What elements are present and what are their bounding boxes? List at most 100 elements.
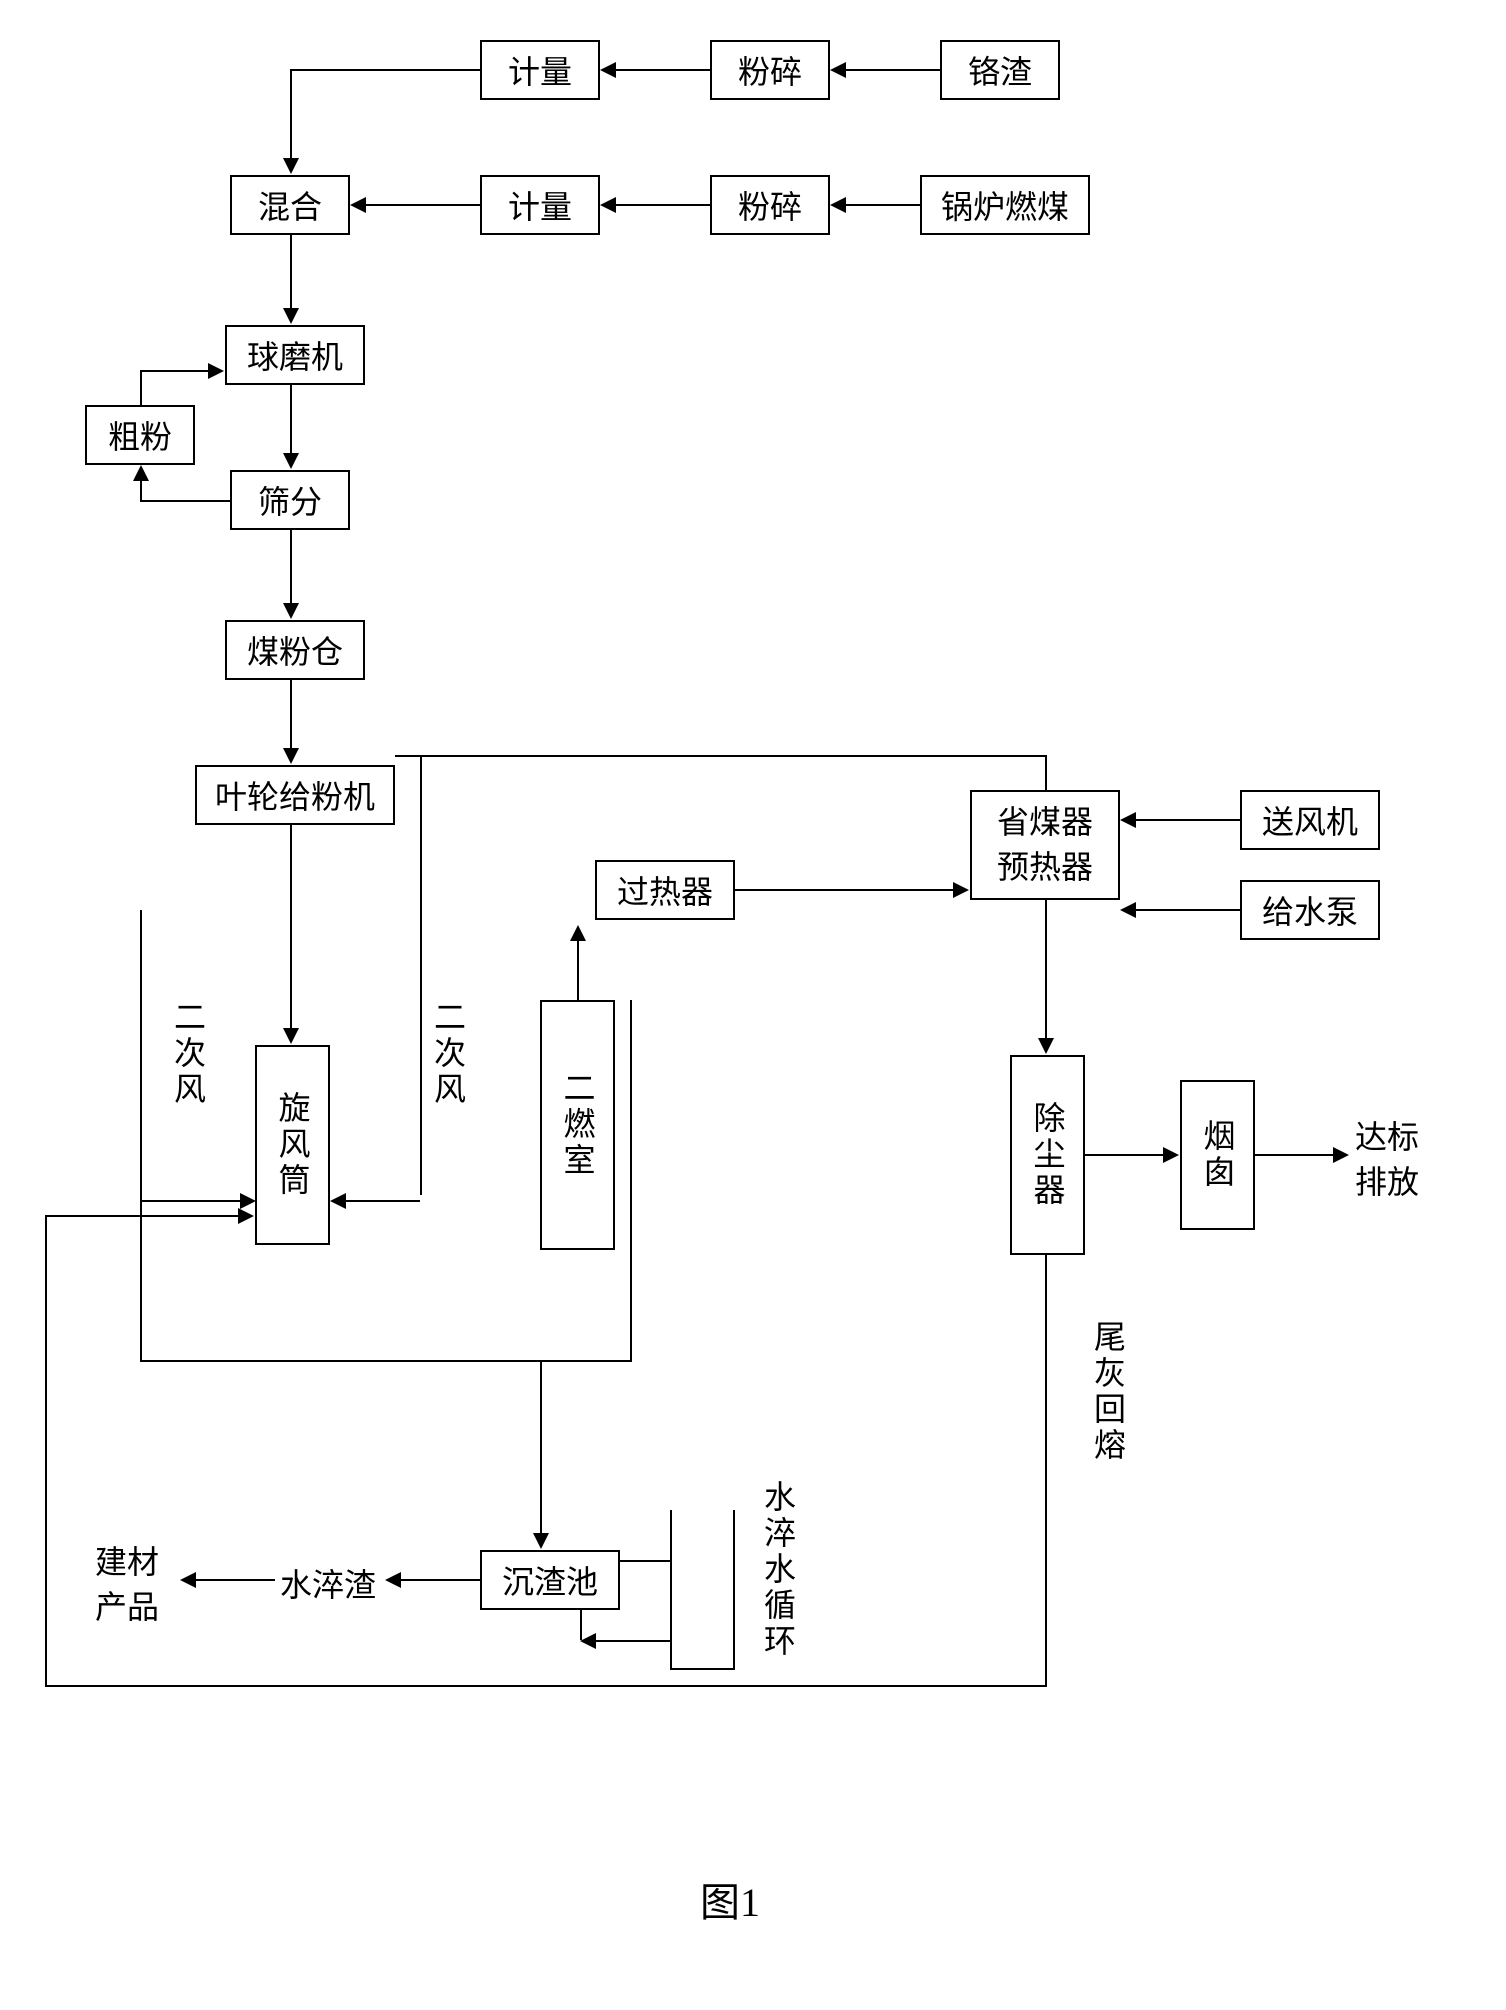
impeller-feeder-label: 叶轮给粉机	[215, 772, 375, 818]
line	[595, 1640, 670, 1642]
arrow	[533, 1533, 549, 1549]
arrow	[180, 1572, 196, 1588]
line	[45, 1215, 240, 1217]
line	[290, 69, 292, 160]
u-left	[140, 910, 142, 1360]
line	[1135, 909, 1240, 911]
line	[290, 530, 292, 605]
measure1-box: 计量	[480, 40, 600, 100]
impeller-feeder-box: 叶轮给粉机	[195, 765, 395, 825]
coarse-powder-label: 粗粉	[108, 412, 172, 458]
line	[142, 1200, 242, 1202]
arrow	[830, 197, 846, 213]
secondary-air-right: 二次风	[425, 1000, 471, 1108]
screen-label: 筛分	[258, 477, 322, 523]
building-materials: 建材 产品	[95, 1540, 159, 1630]
line	[45, 1685, 1047, 1687]
arrow	[330, 1193, 346, 1209]
chromium-slag-label: 铬渣	[968, 47, 1032, 93]
crush2-label: 粉碎	[738, 182, 802, 228]
arrow	[600, 62, 616, 78]
line	[845, 204, 920, 206]
line	[290, 825, 292, 1030]
chimney-label: 烟囱	[1195, 1119, 1241, 1191]
line	[290, 235, 292, 310]
crush1-box: 粉碎	[710, 40, 830, 100]
boiler-coal-box: 锅炉燃煤	[920, 175, 1090, 235]
coarse-powder-box: 粗粉	[85, 405, 195, 465]
line	[620, 1560, 670, 1562]
dust-collector-box: 除尘器	[1010, 1055, 1085, 1255]
line	[290, 385, 292, 455]
figure-label: 图1	[700, 1870, 760, 1928]
screen-box: 筛分	[230, 470, 350, 530]
dust-collector-label: 除尘器	[1025, 1101, 1071, 1209]
line	[365, 204, 480, 206]
line	[290, 680, 292, 750]
chromium-slag-box: 铬渣	[940, 40, 1060, 100]
line	[1135, 819, 1240, 821]
arrow	[283, 453, 299, 469]
mix-label: 混合	[258, 182, 322, 228]
u-bottom	[140, 1360, 632, 1362]
line	[540, 1360, 542, 1535]
second-chamber-label: 二燃室	[555, 1071, 601, 1179]
line	[420, 755, 422, 1195]
arrow	[283, 158, 299, 174]
arrow	[240, 1193, 256, 1209]
arrow	[385, 1572, 401, 1588]
coal-bunker-box: 煤粉仓	[225, 620, 365, 680]
arrow	[1038, 1038, 1054, 1054]
water-pump-box: 给水泵	[1240, 880, 1380, 940]
arrow	[283, 603, 299, 619]
arrow	[953, 882, 969, 898]
water-cycle-label: 水淬水循环	[755, 1480, 801, 1660]
line	[345, 1200, 420, 1202]
standard-discharge: 达标 排放	[1355, 1115, 1419, 1205]
mix-box: 混合	[230, 175, 350, 235]
cyclone-label: 旋风筒	[270, 1091, 316, 1199]
arrow	[283, 1028, 299, 1044]
coal-bunker-label: 煤粉仓	[247, 627, 343, 673]
arrow	[830, 62, 846, 78]
arrow	[570, 925, 586, 941]
line	[395, 755, 1047, 757]
ash-remelt: 尾灰回熔	[1085, 1320, 1131, 1464]
crush1-label: 粉碎	[738, 47, 802, 93]
line	[140, 370, 142, 405]
water-cycle-tank	[670, 1510, 735, 1670]
superheater-box: 过热器	[595, 860, 735, 920]
arrow	[600, 197, 616, 213]
line	[140, 500, 230, 502]
measure2-box: 计量	[480, 175, 600, 235]
line	[400, 1579, 480, 1581]
line	[577, 940, 579, 1000]
arrow	[1163, 1147, 1179, 1163]
line	[195, 1579, 275, 1581]
arrow	[133, 465, 149, 481]
u-right	[630, 1000, 632, 1360]
measure2-label: 计量	[508, 182, 572, 228]
line	[615, 204, 710, 206]
boiler-coal-label: 锅炉燃煤	[941, 182, 1069, 228]
secondary-air-left: 二次风	[165, 1000, 211, 1108]
line	[580, 1610, 582, 1640]
slag-pool-box: 沉渣池	[480, 1550, 620, 1610]
ball-mill-label: 球磨机	[247, 332, 343, 378]
economizer-label: 省煤器 预热器	[997, 800, 1093, 890]
arrow	[238, 1208, 254, 1224]
line	[1045, 1255, 1047, 1685]
line	[1085, 1154, 1165, 1156]
arrow	[1333, 1147, 1349, 1163]
line	[1255, 1154, 1335, 1156]
economizer-box: 省煤器 预热器	[970, 790, 1120, 900]
superheater-label: 过热器	[617, 867, 713, 913]
cyclone-box: 旋风筒	[255, 1045, 330, 1245]
line	[1045, 900, 1047, 1040]
arrow	[580, 1633, 596, 1649]
slag-pool-label: 沉渣池	[502, 1557, 598, 1603]
blower-label: 送风机	[1262, 797, 1358, 843]
arrow	[208, 363, 224, 379]
line	[140, 370, 210, 372]
line	[1045, 755, 1047, 790]
